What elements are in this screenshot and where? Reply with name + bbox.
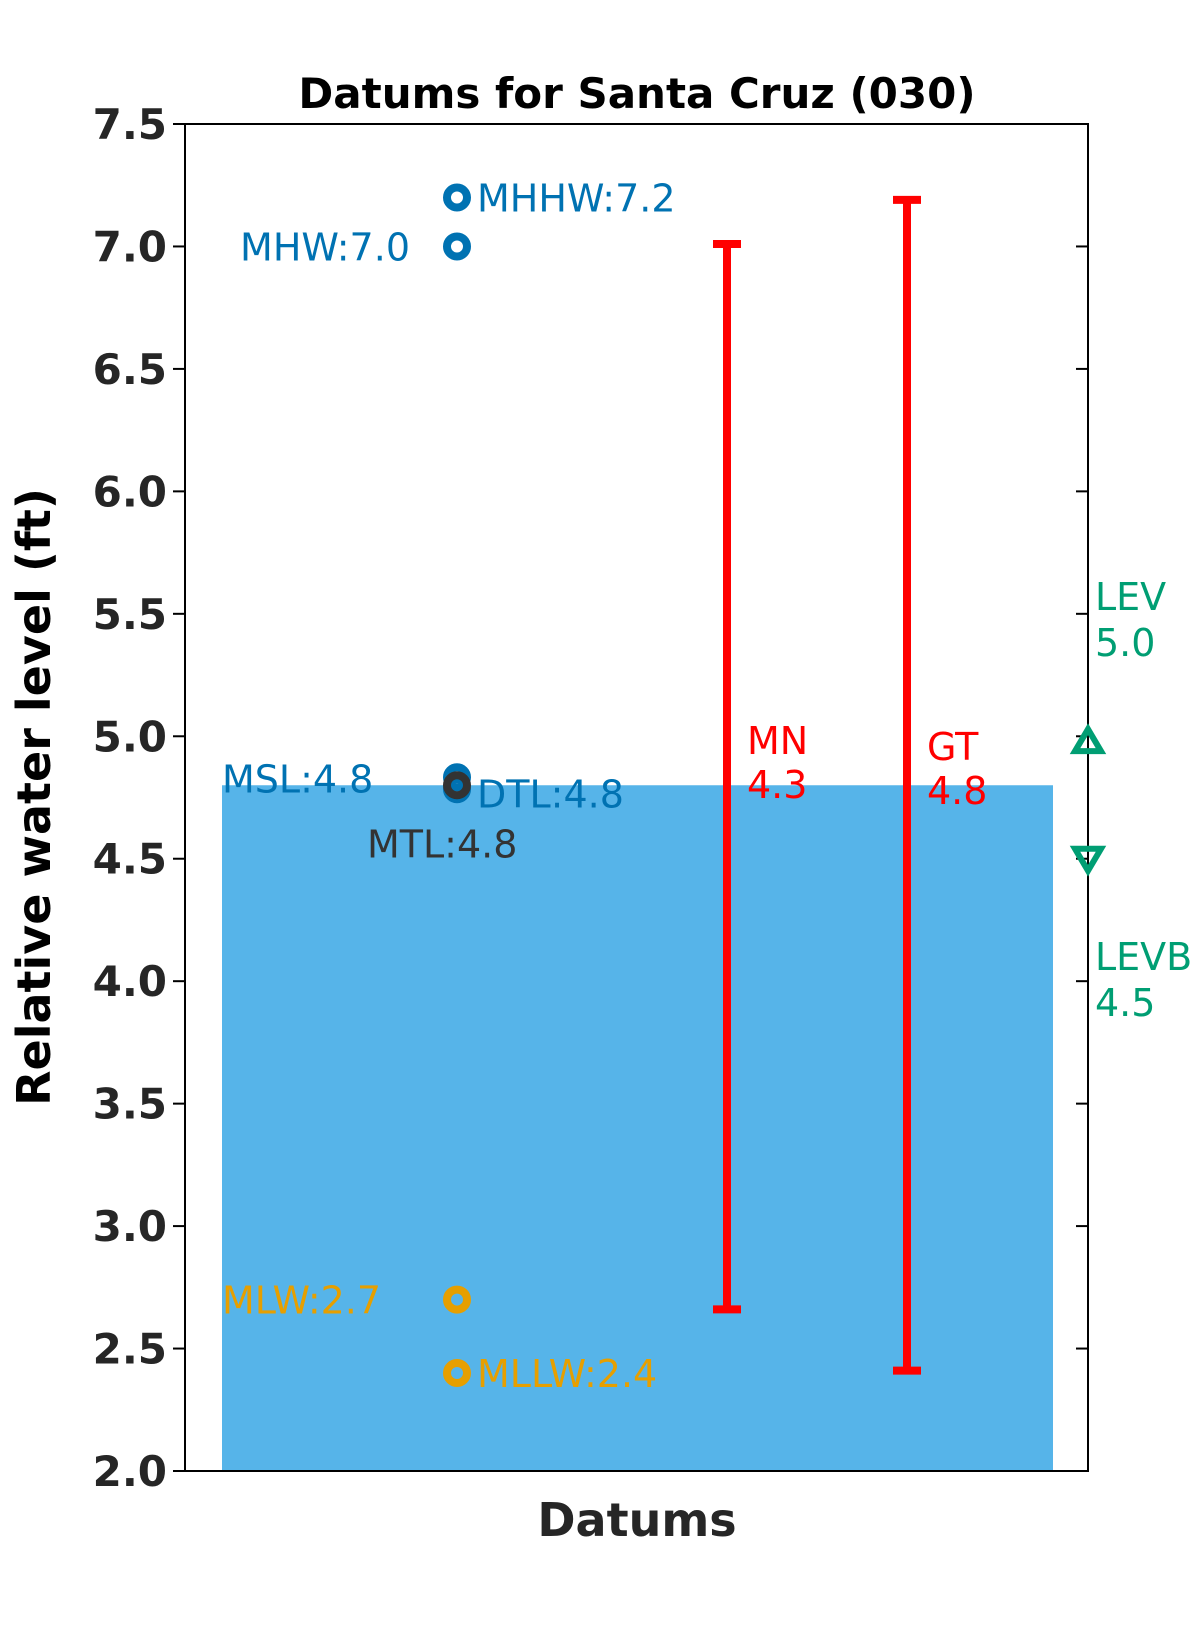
datum-label-msl: MSL:4.8 (222, 757, 373, 801)
range-name-mn: MN (747, 719, 808, 763)
y-tick-label: 5.5 (93, 590, 167, 639)
y-tick-label: 6.0 (93, 467, 167, 516)
datum-label-mtl: MTL:4.8 (367, 822, 517, 866)
plot-frame (184, 123, 1089, 1472)
datum-point-mlw (443, 1285, 471, 1314)
range-value-gt: 4.8 (927, 769, 987, 813)
extreme-marker-lev (1069, 723, 1107, 755)
range-value-mn: 4.3 (747, 763, 807, 807)
datum-point-mtl (443, 771, 471, 800)
datum-point-mhhw (443, 183, 471, 212)
extreme-name-lev: LEV (1095, 575, 1166, 619)
datum-label-mhhw: MHHW:7.2 (477, 176, 676, 220)
datum-label-dtl: DTL:4.8 (477, 772, 624, 816)
range-name-gt: GT (927, 725, 979, 769)
extreme-marker-levb (1069, 845, 1107, 877)
extreme-value-lev: 5.0 (1095, 621, 1155, 665)
y-axis-ticks: 2.0 2.5 3.0 3.5 4.0 4.5 5.0 5.5 6.0 6.5 7.0 7.5 (93, 100, 1088, 1496)
y-tick-label: 3.0 (93, 1202, 167, 1251)
datum-label-mlw: MLW:2.7 (222, 1279, 381, 1323)
y-tick-label: 5.0 (93, 712, 167, 761)
y-tick-label: 3.5 (93, 1080, 167, 1129)
datum-label-mllw: MLLW:2.4 (477, 1352, 657, 1396)
datum-point-mllw (443, 1359, 471, 1388)
extreme-name-levb: LEVB (1095, 935, 1192, 979)
extreme-value-levb: 4.5 (1095, 981, 1155, 1025)
y-tick-label: 2.0 (93, 1447, 167, 1496)
y-tick-label: 7.0 (93, 222, 167, 271)
y-tick-label: 4.0 (93, 957, 167, 1006)
y-tick-label: 7.5 (93, 100, 167, 149)
chart-title: Datums for Santa Cruz (030) (298, 69, 975, 118)
x-axis-title: Datums (537, 1493, 736, 1547)
datum-point-mhw (443, 232, 471, 261)
y-axis-title: Relative water level (ft) (7, 488, 61, 1106)
chart-marks: MHHW:7.2 MHW:7.0 MSL:4.8 DTL:4.8 MTL:4.8 MLW:… (222, 176, 1192, 1396)
y-tick-label: 4.5 (93, 835, 167, 884)
y-tick-label: 6.5 (93, 345, 167, 394)
datum-label-mhw: MHW:7.0 (240, 225, 410, 269)
y-tick-label: 2.5 (93, 1325, 167, 1374)
mean-level-bar (222, 785, 1053, 1471)
